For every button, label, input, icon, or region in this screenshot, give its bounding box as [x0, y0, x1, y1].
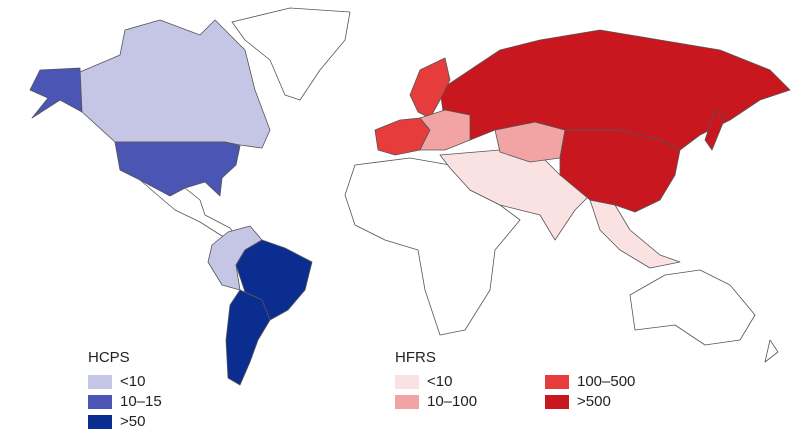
legend-label: <10	[427, 373, 452, 390]
legend-label: 100–500	[577, 373, 635, 390]
legend-label: <10	[120, 373, 145, 390]
greenland	[231, 7, 351, 101]
legend-label: >500	[577, 393, 611, 410]
legend-swatch	[88, 395, 112, 409]
map-regions	[29, 7, 791, 386]
alaska	[29, 67, 83, 119]
legend-title: HCPS	[88, 349, 130, 366]
scandinavia	[409, 57, 451, 119]
central-america	[139, 179, 236, 237]
japan	[704, 109, 726, 151]
brazil	[235, 239, 313, 321]
china	[559, 129, 681, 213]
canada	[79, 19, 271, 149]
southeast-asia	[589, 199, 681, 269]
legend-swatch	[545, 395, 569, 409]
legend-label: >50	[120, 413, 145, 429]
legend-title: HFRS	[395, 349, 436, 366]
legend-swatch	[545, 375, 569, 389]
legend-swatch	[88, 375, 112, 389]
legend-swatch	[88, 415, 112, 429]
new-zealand	[764, 339, 779, 363]
legend-swatch	[395, 375, 419, 389]
legends: HCPS <10 10–15 >50 HFRS <10 10–100 100–500 >500	[88, 349, 635, 429]
legend-label: 10–100	[427, 393, 477, 410]
legend-label: 10–15	[120, 393, 162, 410]
australia	[629, 269, 756, 346]
southern-cone	[225, 289, 271, 386]
usa	[114, 141, 241, 197]
south-america-north	[207, 225, 263, 291]
eastern-europe	[419, 109, 471, 151]
legend-swatch	[395, 395, 419, 409]
